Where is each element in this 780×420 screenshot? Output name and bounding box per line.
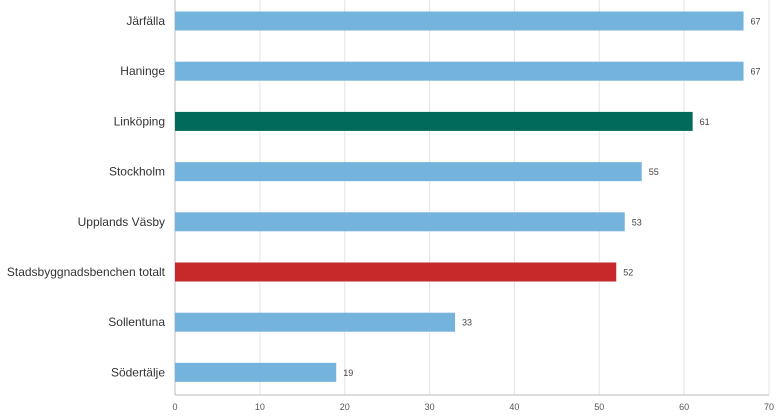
data-label: 52 <box>623 268 633 278</box>
data-label: 19 <box>343 368 353 378</box>
bar <box>175 212 625 232</box>
category-label: Stadsbyggnadsbenchen totalt <box>7 265 166 279</box>
value-labels: 67 67 61 55 53 52 33 19 <box>343 17 760 378</box>
grid-lines <box>174 0 770 396</box>
category-label: Upplands Väsby <box>78 215 165 229</box>
bar <box>175 262 617 282</box>
category-labels: Järfälla Haninge Linköping Stockholm Uppland… <box>7 14 166 379</box>
x-tick-label: 0 <box>172 402 177 412</box>
x-tick-label: 70 <box>764 402 774 412</box>
data-label: 33 <box>462 318 472 328</box>
category-label: Stockholm <box>109 165 165 179</box>
data-label: 67 <box>751 67 761 77</box>
category-label: Järfälla <box>126 14 165 28</box>
category-label: Södertälje <box>111 365 165 379</box>
category-label: Haninge <box>120 64 165 78</box>
x-tick-label: 30 <box>425 402 435 412</box>
category-label: Linköping <box>114 114 165 128</box>
data-label: 67 <box>751 17 761 27</box>
category-label: Sollentuna <box>108 315 165 329</box>
x-axis-ticks: 0 10 20 30 40 50 60 70 <box>172 402 774 412</box>
x-tick-label: 60 <box>679 402 689 412</box>
data-label: 53 <box>632 217 642 227</box>
bar <box>175 11 744 31</box>
data-label: 55 <box>649 167 659 177</box>
x-tick-label: 20 <box>340 402 350 412</box>
x-tick-label: 50 <box>594 402 604 412</box>
bar <box>175 61 744 81</box>
bars <box>175 11 744 382</box>
bar <box>175 111 693 131</box>
bar <box>175 362 337 382</box>
bar <box>175 162 642 182</box>
x-tick-label: 10 <box>255 402 265 412</box>
data-label: 61 <box>700 117 710 127</box>
bar <box>175 312 456 332</box>
x-tick-label: 40 <box>509 402 519 412</box>
